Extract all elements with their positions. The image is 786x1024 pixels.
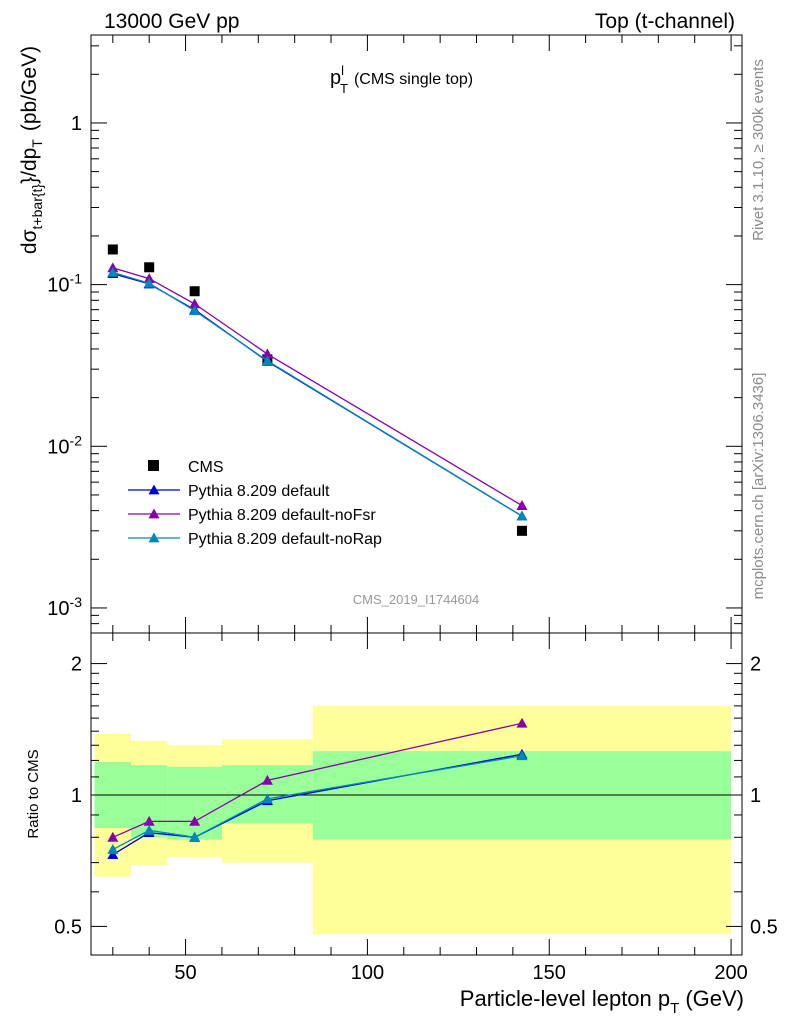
- main-line-series-2: [112, 267, 523, 507]
- legend-marker-0: [148, 460, 159, 471]
- main-point-series-0-4: [516, 525, 527, 536]
- ratio-point-series-2-4: [516, 750, 528, 761]
- main-point-series-0-1: [144, 262, 155, 273]
- x-axis-label-main: Particle-level lepton p: [460, 986, 670, 1011]
- legend-marker-2: [148, 508, 160, 519]
- main-point-series-3-0: [107, 266, 119, 277]
- main-ytick-label-1: 10-1: [47, 271, 82, 297]
- main-point-series-2-2: [189, 298, 201, 309]
- rivet-label: Rivet 3.1.10, ≥ 300k events: [750, 59, 767, 241]
- main-point-series-3-4: [516, 510, 528, 521]
- main-point-series-3-1: [143, 277, 155, 288]
- ratio-point-series-2-0: [107, 844, 119, 854]
- legend: CMS Pythia 8.209 default Pythia 8.209 defa…: [128, 459, 382, 548]
- x-axis-label-sub: T: [670, 1000, 679, 1017]
- main-point-series-3-3: [261, 355, 273, 366]
- ratio-frame: [90, 632, 743, 956]
- legend-label-2: Pythia 8.209 default-noFsr: [188, 507, 376, 524]
- ratio-ylabel: Ratio to CMS: [25, 749, 42, 838]
- main-line-series-1: [112, 272, 523, 517]
- mcplots-label: mcplots.cern.ch [arXiv:1306.3436]: [750, 373, 767, 600]
- plot-title-sup: l: [341, 63, 344, 78]
- ratio-marks: [107, 717, 528, 860]
- main-point-series-0-0: [107, 244, 118, 255]
- ratio-panel: 0.5 0.5 1 1 2 2 50 100 150 200 Ratio to CMS Parti…: [25, 632, 778, 1017]
- ratio-bands: [94, 705, 732, 935]
- svg-text:dσt+bar{t}}/dpT(pb/GeV): dσt+bar{t}}/dpT(pb/GeV): [18, 46, 45, 254]
- main-ylabel: dσt+bar{t}}/dpT(pb/GeV): [18, 46, 45, 254]
- ratio-ytick-label-right-0: 0.5: [750, 916, 778, 938]
- ratio-axis-ticks: 0.5 0.5 1 1 2 2 50 100 150 200: [54, 633, 778, 984]
- plot-title-main: p: [330, 67, 341, 89]
- ratio-xtick-label-2: 150: [533, 962, 566, 984]
- main-point-series-2-4: [516, 500, 528, 510]
- header-energy-label: 13000 GeV pp: [104, 10, 239, 33]
- ratio-ytick-label-right-2: 2: [750, 654, 761, 676]
- plot-title: pl T (CMS single top): [330, 63, 473, 96]
- ratio-point-series-1-3: [261, 774, 273, 785]
- main-point-series-0-2: [189, 286, 200, 297]
- legend-label-1: Pythia 8.209 default: [188, 483, 330, 500]
- main-point-series-3-2: [189, 305, 201, 316]
- legend-label-3: Pythia 8.209 default-noRap: [188, 531, 382, 548]
- ratio-ytick-label-left-2: 2: [71, 654, 82, 676]
- legend-label-0: CMS: [188, 459, 224, 476]
- x-axis-label: Particle-level lepton pT (GeV): [460, 986, 744, 1017]
- ratio-point-series-0-0: [107, 849, 119, 860]
- ratio-point-series-2-1: [143, 824, 155, 835]
- ratio-point-series-2-3: [261, 793, 273, 804]
- ratio-point-series-2-2: [189, 831, 201, 842]
- plot-title-rest: (CMS single top): [354, 71, 473, 88]
- main-marks: [107, 244, 528, 536]
- x-axis-label-rest: (GeV): [685, 986, 744, 1011]
- header-process-label: Top (t-channel): [595, 10, 735, 33]
- legend-marker-1: [148, 484, 160, 495]
- ratio-ytick-label-left-0: 0.5: [54, 916, 82, 938]
- ratio-xtick-label-3: 200: [714, 962, 747, 984]
- ratio-point-series-1-1: [143, 815, 155, 826]
- ratio-band-inner-2: [167, 766, 222, 840]
- ratio-xtick-label-1: 100: [351, 962, 384, 984]
- ratio-point-series-1-0: [107, 831, 119, 842]
- plot-title-sub: T: [340, 81, 348, 96]
- main-axis-ticks: 1 10-1 10-2 10-3: [47, 35, 742, 634]
- main-ytick-label-2: 10-2: [47, 432, 82, 458]
- main-ytick-label-0: 1: [71, 113, 82, 135]
- ratio-point-series-1-4: [516, 717, 528, 728]
- legend-marker-3: [148, 532, 160, 543]
- analysis-watermark: CMS_2019_I1744604: [353, 592, 480, 607]
- main-ytick-label-3: 10-3: [47, 594, 82, 620]
- ratio-xtick-label-0: 50: [174, 962, 196, 984]
- main-point-series-2-3: [261, 348, 273, 359]
- ratio-point-series-1-2: [189, 815, 201, 826]
- ratio-ytick-label-left-1: 1: [71, 785, 82, 807]
- ratio-ytick-label-right-1: 1: [750, 785, 761, 807]
- main-panel: 1 10-1 10-2 10-3 pl T (CMS single top) CMS_20…: [18, 34, 743, 634]
